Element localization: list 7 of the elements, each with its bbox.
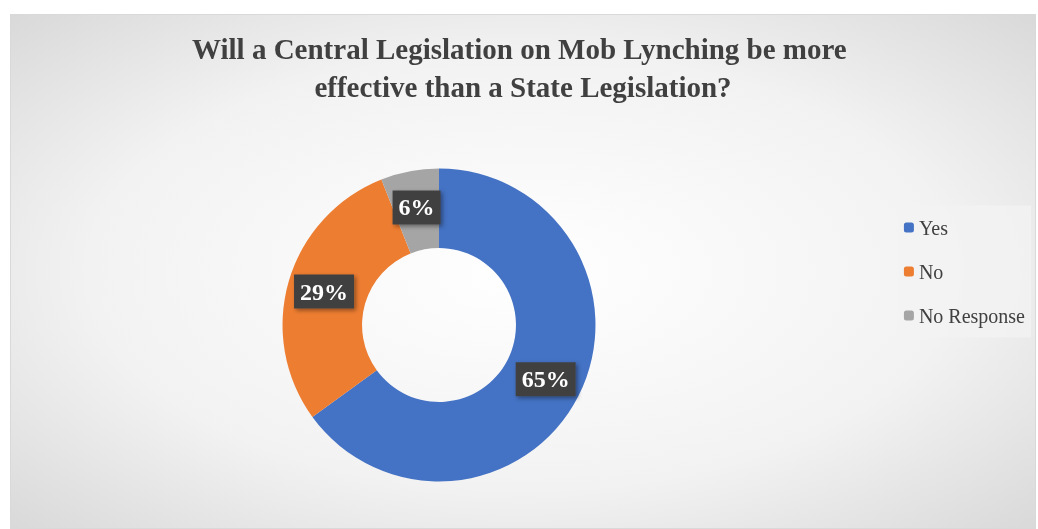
chart-title: Will a Central Legislation on Mob Lynching be more effective than a State Legislation?: [192, 33, 854, 103]
data-label: 29%: [300, 278, 349, 305]
legend-label: No: [918, 260, 944, 283]
data-label: 6%: [398, 194, 435, 221]
legend-label: Yes: [918, 216, 949, 239]
data-label: 65%: [521, 366, 570, 393]
legend-label: No Response: [918, 304, 1026, 328]
